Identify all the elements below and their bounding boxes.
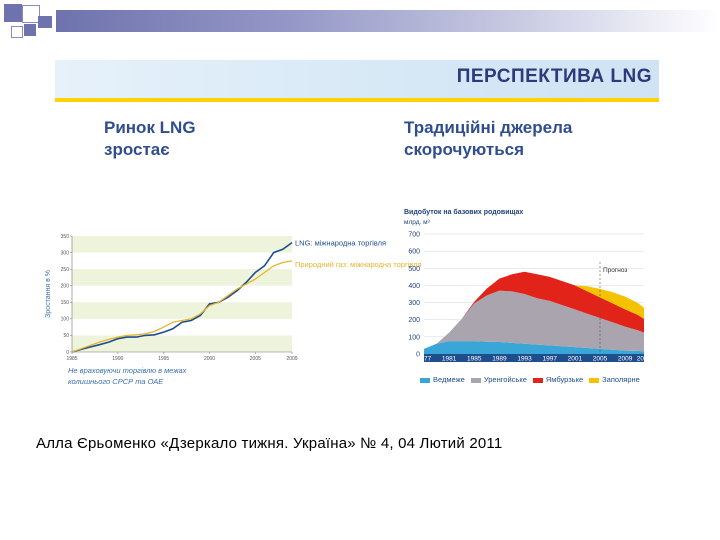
x-tick-label: 1977 (417, 356, 432, 363)
decor-square-large (4, 4, 22, 22)
area-series-3 (424, 271, 644, 349)
legend-label: Уренгойське (483, 375, 527, 384)
y-tick-label: 250 (61, 267, 70, 273)
x-tick-label: 2009 (286, 356, 297, 362)
x-tick-label: 1997 (542, 356, 557, 363)
y-tick-label: 400 (408, 283, 420, 290)
x-tick-label: 2009 (618, 356, 633, 363)
x-tick-label: 1989 (492, 356, 507, 363)
x-tick-label: 2005 (593, 356, 608, 363)
legend-swatch (470, 377, 481, 383)
x-tick-label: 2001 (568, 356, 583, 363)
y-tick-label: 0 (66, 350, 69, 356)
grid-band (72, 236, 292, 253)
series-line-1 (71, 260, 293, 353)
banner-title: ПЕРСПЕКТИВА LNG (456, 66, 652, 87)
right-heading-line2: скорочуються (404, 140, 525, 159)
x-axis-band (424, 354, 644, 362)
banner-accent-strip (55, 98, 659, 102)
series-legend-label: Природний газ: міжнародна торгівля (295, 260, 422, 269)
decor-square-outline (11, 26, 23, 38)
grid-band (72, 302, 292, 319)
y-tick-label: 0 (416, 352, 420, 359)
y-tick-label: 300 (408, 300, 420, 307)
y-tick-label: 700 (408, 232, 420, 239)
y-axis-label: Зростання в % (45, 270, 52, 318)
legend-swatch (589, 377, 600, 383)
x-tick-label: 1990 (112, 356, 123, 362)
area-series-0 (424, 341, 644, 354)
grid-band (72, 335, 292, 352)
chart-title: Видобуток на базових родовищах (404, 208, 523, 216)
x-tick-label: 1985 (66, 356, 77, 362)
right-heading-line1: Традиційні джерела (404, 118, 573, 137)
legend-label: Заполярне (602, 375, 640, 384)
area-series-1 (424, 290, 644, 352)
decor-square-outline (22, 5, 40, 23)
header-gradient-bar (56, 10, 720, 32)
y-tick-label: 50 (63, 333, 69, 339)
area-chart-legend: Ведмеже Уренгойське Ямбурзьке Заполярне (418, 375, 644, 384)
x-tick-label: 1985 (467, 356, 482, 363)
y-tick-label: 300 (61, 250, 70, 256)
source-caption: Алла Єрьоменко «Дзеркало тижня. Україна»… (36, 435, 503, 452)
x-tick-label: 2012 (637, 356, 652, 363)
y-tick-label: 100 (61, 317, 70, 323)
legend-label: Ведмеже (433, 375, 465, 384)
x-tick-label: 1993 (517, 356, 532, 363)
x-tick-label: 2005 (250, 356, 261, 362)
left-heading: Ринок LNG зростає (104, 117, 196, 161)
y-tick-label: 100 (408, 334, 420, 341)
legend-label: Ямбурзьке (545, 375, 584, 384)
decor-square-small (38, 16, 52, 28)
y-axis-unit-label: млрд. м³ (404, 219, 431, 226)
series-line-0 (71, 241, 293, 353)
y-tick-label: 150 (61, 300, 70, 306)
y-tick-label: 600 (408, 249, 420, 256)
right-heading: Традиційні джерела скорочуються (404, 117, 572, 161)
y-tick-label: 200 (408, 317, 420, 324)
left-heading-line1: Ринок LNG (104, 118, 196, 137)
series-legend-label: LNG: міжнародна торгівля (295, 239, 386, 248)
left-heading-line2: зростає (104, 140, 170, 159)
legend-swatch (420, 377, 430, 383)
legend-swatch (532, 377, 543, 383)
banner-background (55, 60, 659, 98)
y-tick-label: 350 (61, 234, 70, 240)
y-tick-label: 200 (61, 284, 70, 290)
forecast-label: Прогноз (603, 267, 627, 274)
x-tick-label: 1995 (158, 356, 169, 362)
x-tick-label: 2000 (204, 356, 215, 362)
decor-square-small (24, 24, 36, 36)
left-chart-note: Не враховуючи торгівлю в межах колишньог… (68, 366, 187, 386)
grid-band (72, 269, 292, 286)
y-tick-label: 500 (408, 266, 420, 273)
x-tick-label: 1981 (442, 356, 457, 363)
